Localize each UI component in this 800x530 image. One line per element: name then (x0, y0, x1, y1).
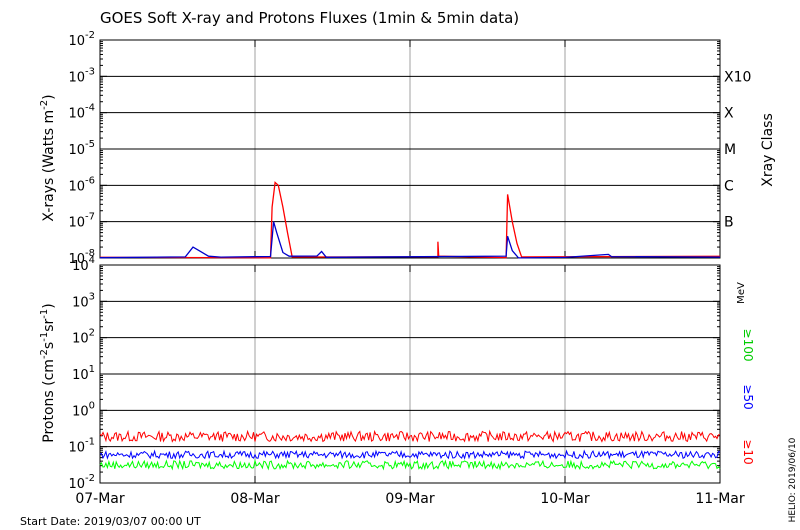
xray-class-label: X10 (724, 69, 751, 85)
proton-panel: 10-210-110010110210310407-Mar 08-Mar 09-Ma… (68, 255, 744, 507)
x-tick-label: 09-Mar (385, 491, 435, 507)
xray-y-tick-label: 10-4 (68, 103, 95, 122)
x-tick-label: 11-Mar (695, 491, 745, 507)
proton-ylabel-mid1: s (41, 342, 57, 349)
mev-unit-label: MeV (736, 282, 747, 304)
proton-y-axis-label: Protons (cm-2s-1sr-1) (39, 303, 57, 442)
xray-y-tick-label: 10-5 (68, 139, 95, 158)
proton-ylabel-text: Protons (cm (41, 359, 57, 443)
xray-y-tick-label: 10-2 (68, 30, 95, 49)
proton-y-tick-label: 102 (72, 328, 95, 347)
proton-y-tick-label: 10-2 (68, 473, 95, 492)
chart-title: GOES Soft X-ray and Protons Fluxes (1min… (100, 9, 519, 27)
xray-class-label: C (724, 178, 734, 194)
x-tick-label: 07-Mar (75, 491, 125, 507)
proton-y-tick-label: 103 (72, 291, 95, 310)
x-tick-label: 10-Mar (540, 491, 590, 507)
legend-ge50: ≥50 (741, 384, 755, 409)
proton-y-tick-label: 101 (72, 364, 95, 383)
xray-ylabel-sup: -2 (39, 100, 50, 110)
xray-y-axis-label: X-rays (Watts m-2) (39, 94, 57, 221)
proton-ylabel-tail: ) (41, 303, 57, 308)
xray-class-label: B (724, 215, 734, 231)
proton-ylabel-mid2: sr (41, 318, 57, 331)
legend-ge100: ≥100 (741, 329, 755, 362)
xray-ylabel-tail: ) (41, 94, 57, 99)
proton-ylabel-sup3: -1 (39, 309, 50, 319)
xray-class-axis-title: Xray Class (760, 113, 776, 187)
proton-y-tick-label: 100 (72, 400, 95, 419)
xray-ylabel-text: X-rays (Watts m (41, 110, 57, 222)
helio-credit: HELIO: 2019/06/10 (788, 437, 798, 522)
xray-y-tick-label: 10-7 (68, 212, 95, 231)
start-date-footer: Start Date: 2019/03/07 00:00 UT (20, 515, 201, 528)
xray-panel: 10-810-710-610-510-410-310-2BCMXX10 (68, 30, 751, 267)
proton-y-tick-label: 10-1 (68, 437, 95, 456)
x-tick-label: 08-Mar (230, 491, 280, 507)
proton-ylabel-sup2: -1 (39, 332, 50, 342)
xray-class-label: M (724, 142, 736, 158)
legend-ge10: ≥10 (741, 439, 755, 464)
xray-y-tick-label: 10-3 (68, 66, 95, 85)
xray-y-tick-label: 10-6 (68, 175, 95, 194)
xray-class-label: X (724, 106, 734, 122)
proton-ylabel-sup1: -2 (39, 349, 50, 359)
